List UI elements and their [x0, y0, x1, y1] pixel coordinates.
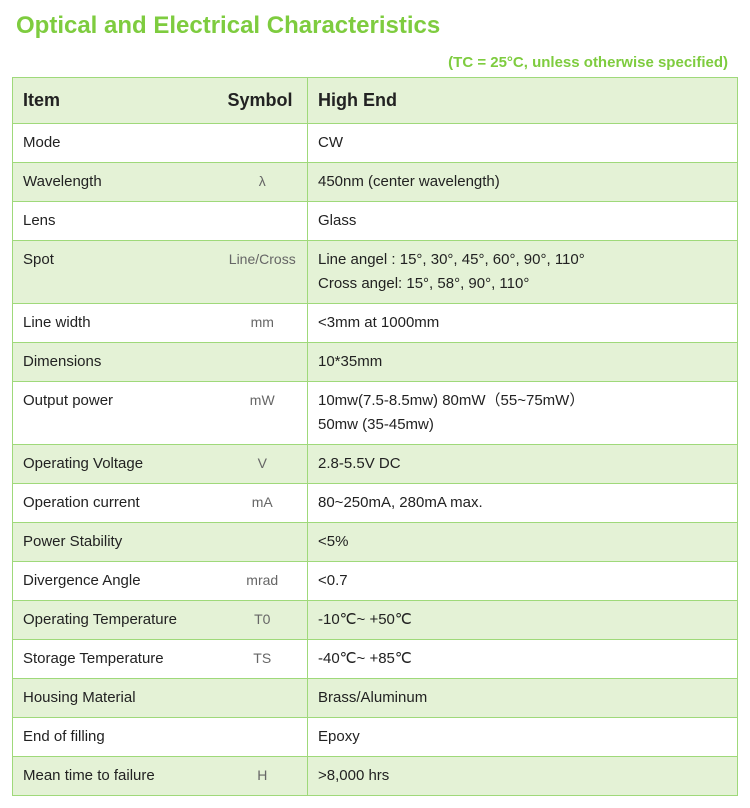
table-row: Operating TemperatureT0-10℃~ +50℃ [13, 600, 738, 639]
table-row: Mean time to failureH>8,000 hrs [13, 756, 738, 795]
cell-value: Epoxy [308, 717, 738, 756]
table-row: Divergence Anglemrad<0.7 [13, 561, 738, 600]
cell-item: Storage Temperature [13, 639, 218, 678]
table-header-row: Item Symbol High End [13, 78, 738, 124]
cell-value: 2.8-5.5V DC [308, 444, 738, 483]
cell-value: Line angel : 15°, 30°, 45°, 60°, 90°, 11… [308, 240, 738, 303]
table-row: Wavelengthλ450nm (center wavelength) [13, 162, 738, 201]
table-row: Dimensions 10*35mm [13, 342, 738, 381]
cell-value: >8,000 hrs [308, 756, 738, 795]
cell-value: Brass/Aluminum [308, 678, 738, 717]
cell-item: Operating Voltage [13, 444, 218, 483]
cell-symbol: T0 [218, 600, 308, 639]
cell-item: Mode [13, 123, 218, 162]
table-row: Operation currentmA80~250mA, 280mA max. [13, 483, 738, 522]
table-row: Storage TemperatureTS-40℃~ +85℃ [13, 639, 738, 678]
cell-value: -40℃~ +85℃ [308, 639, 738, 678]
cell-symbol: Line/Cross [218, 240, 308, 303]
cell-item: Operation current [13, 483, 218, 522]
table-row: End of filling Epoxy [13, 717, 738, 756]
cell-item: Spot [13, 240, 218, 303]
page-subtitle: (TC = 25°C, unless otherwise specified) [12, 54, 738, 71]
cell-symbol [218, 678, 308, 717]
cell-item: End of filling [13, 717, 218, 756]
page-title: Optical and Electrical Characteristics [16, 12, 738, 40]
cell-symbol: mrad [218, 561, 308, 600]
cell-value: 450nm (center wavelength) [308, 162, 738, 201]
cell-value: -10℃~ +50℃ [308, 600, 738, 639]
cell-value: <5% [308, 522, 738, 561]
cell-symbol [218, 717, 308, 756]
characteristics-table: Item Symbol High End ModeCWWavelengthλ45… [12, 77, 738, 796]
cell-value: <3mm at 1000mm [308, 303, 738, 342]
table-row: Mode CW [13, 123, 738, 162]
table-row: Housing Material Brass/Aluminum [13, 678, 738, 717]
cell-symbol: mm [218, 303, 308, 342]
table-row: SpotLine/CrossLine angel : 15°, 30°, 45°… [13, 240, 738, 303]
cell-symbol: V [218, 444, 308, 483]
table-row: Line widthmm<3mm at 1000mm [13, 303, 738, 342]
cell-symbol [218, 342, 308, 381]
cell-value: 10mw(7.5-8.5mw) 80mW（55~75mW） 50mw (35-4… [308, 381, 738, 444]
cell-item: Operating Temperature [13, 600, 218, 639]
cell-item: Wavelength [13, 162, 218, 201]
cell-item: Mean time to failure [13, 756, 218, 795]
table-row: Operating VoltageV2.8-5.5V DC [13, 444, 738, 483]
cell-item: Line width [13, 303, 218, 342]
cell-symbol [218, 123, 308, 162]
cell-symbol: H [218, 756, 308, 795]
cell-value: CW [308, 123, 738, 162]
cell-symbol: mA [218, 483, 308, 522]
header-value: High End [308, 78, 738, 124]
cell-symbol: mW [218, 381, 308, 444]
cell-symbol [218, 522, 308, 561]
cell-value: <0.7 [308, 561, 738, 600]
cell-value: 10*35mm [308, 342, 738, 381]
cell-item: Power Stability [13, 522, 218, 561]
table-row: Lens Glass [13, 201, 738, 240]
cell-item: Output power [13, 381, 218, 444]
table-row: Power Stability <5% [13, 522, 738, 561]
table-body: ModeCWWavelengthλ450nm (center wavelengt… [13, 123, 738, 795]
cell-item: Dimensions [13, 342, 218, 381]
table-row: Output powermW10mw(7.5-8.5mw) 80mW（55~75… [13, 381, 738, 444]
header-item: Item [13, 78, 218, 124]
cell-value: 80~250mA, 280mA max. [308, 483, 738, 522]
cell-value: Glass [308, 201, 738, 240]
cell-item: Lens [13, 201, 218, 240]
cell-item: Housing Material [13, 678, 218, 717]
cell-symbol: λ [218, 162, 308, 201]
cell-item: Divergence Angle [13, 561, 218, 600]
header-symbol: Symbol [218, 78, 308, 124]
cell-symbol: TS [218, 639, 308, 678]
cell-symbol [218, 201, 308, 240]
